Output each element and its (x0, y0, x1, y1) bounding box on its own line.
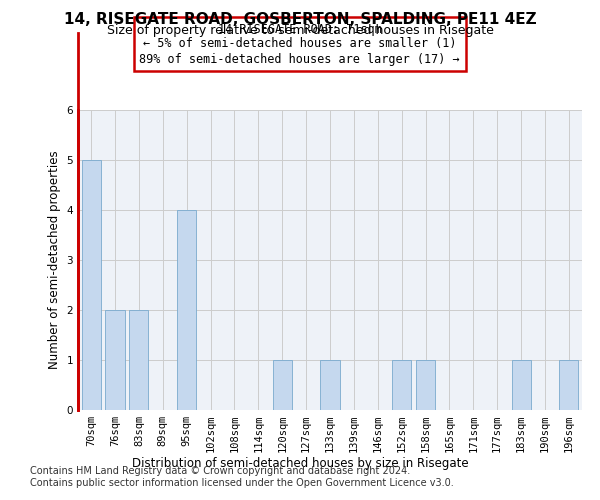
Text: Contains HM Land Registry data © Crown copyright and database right 2024.
Contai: Contains HM Land Registry data © Crown c… (30, 466, 454, 487)
Bar (559, 360, 578, 410)
Bar (106, 310, 125, 410)
Text: Size of property relative to semi-detached houses in Risegate: Size of property relative to semi-detach… (107, 24, 493, 37)
Text: 14, RISEGATE ROAD, GOSBERTON, SPALDING, PE11 4EZ: 14, RISEGATE ROAD, GOSBERTON, SPALDING, … (64, 12, 536, 28)
Bar (177, 210, 196, 410)
Bar (512, 360, 530, 410)
Bar (82, 160, 101, 410)
Text: 14 RISEGATE ROAD: 71sqm
← 5% of semi-detached houses are smaller (1)
89% of semi: 14 RISEGATE ROAD: 71sqm ← 5% of semi-det… (139, 22, 460, 66)
Bar (320, 360, 340, 410)
Y-axis label: Number of semi-detached properties: Number of semi-detached properties (48, 150, 61, 370)
Text: Distribution of semi-detached houses by size in Risegate: Distribution of semi-detached houses by … (131, 458, 469, 470)
Bar (130, 310, 148, 410)
Bar (416, 360, 435, 410)
Bar (392, 360, 411, 410)
Bar (272, 360, 292, 410)
